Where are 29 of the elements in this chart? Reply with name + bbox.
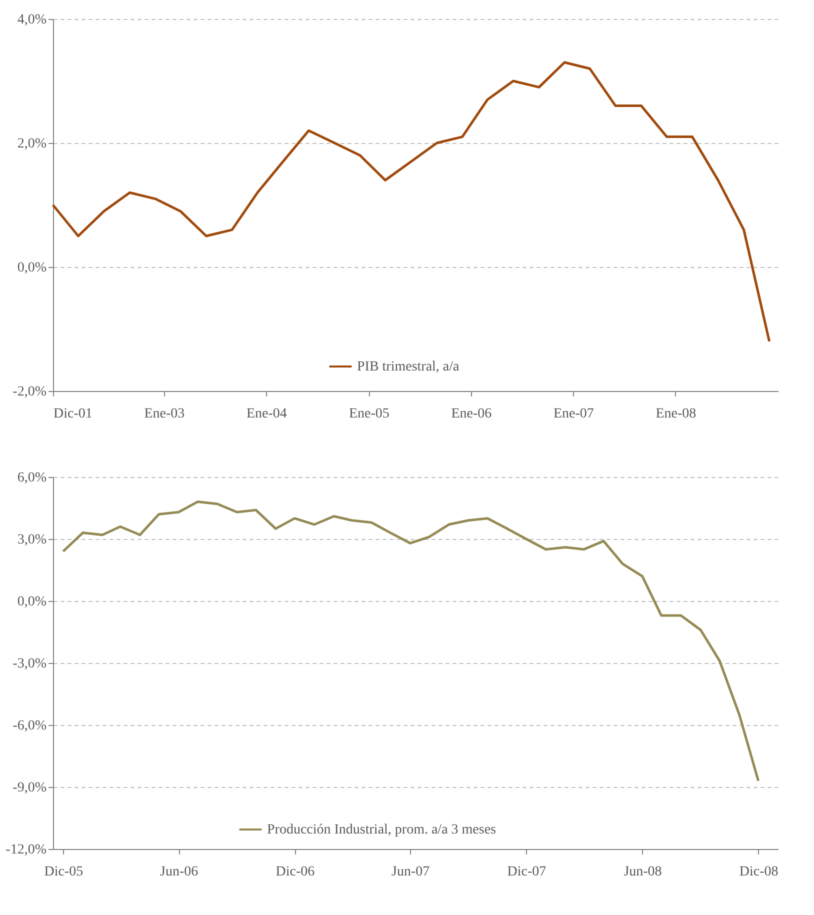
y-tick-label: -2,0% <box>12 384 47 400</box>
y-tick-label: 2,0% <box>17 136 47 152</box>
y-tick-label: -12,0% <box>6 842 47 858</box>
x-tick-label: Dic-05 <box>44 864 84 880</box>
line-series <box>62 500 760 782</box>
y-tick-label: 0,0% <box>17 594 47 610</box>
x-tick-label: Jun-06 <box>160 864 198 880</box>
y-tick-label: -9,0% <box>12 780 47 796</box>
x-tick-label: Ene-06 <box>451 406 492 422</box>
y-tick-label: 0,0% <box>17 260 47 276</box>
x-tick-label: Ene-03 <box>144 406 185 422</box>
legend-label: Producción Industrial, prom. a/a 3 meses <box>267 822 496 838</box>
y-tick-label: 3,0% <box>17 532 47 548</box>
y-tick-label: 6,0% <box>17 470 47 486</box>
x-tick-label: Ene-04 <box>246 406 287 422</box>
x-tick-label: Jun-08 <box>624 864 662 880</box>
y-tick-label: 4,0% <box>17 12 47 28</box>
x-tick-label: Jun-07 <box>392 864 430 880</box>
legend-label: PIB trimestral, a/a <box>357 360 460 374</box>
x-tick-label: Dic-01 <box>54 406 92 422</box>
x-tick-label: Dic-07 <box>507 864 546 880</box>
y-tick-label: -6,0% <box>12 718 47 734</box>
x-tick-label: Ene-07 <box>554 406 594 422</box>
line-series <box>52 61 771 343</box>
y-tick-label: -3,0% <box>12 656 47 672</box>
x-tick-label: Dic-06 <box>276 864 315 880</box>
x-tick-label: Ene-05 <box>349 406 390 422</box>
x-tick-label: Dic-08 <box>739 864 778 880</box>
x-tick-label: Ene-08 <box>656 406 696 422</box>
